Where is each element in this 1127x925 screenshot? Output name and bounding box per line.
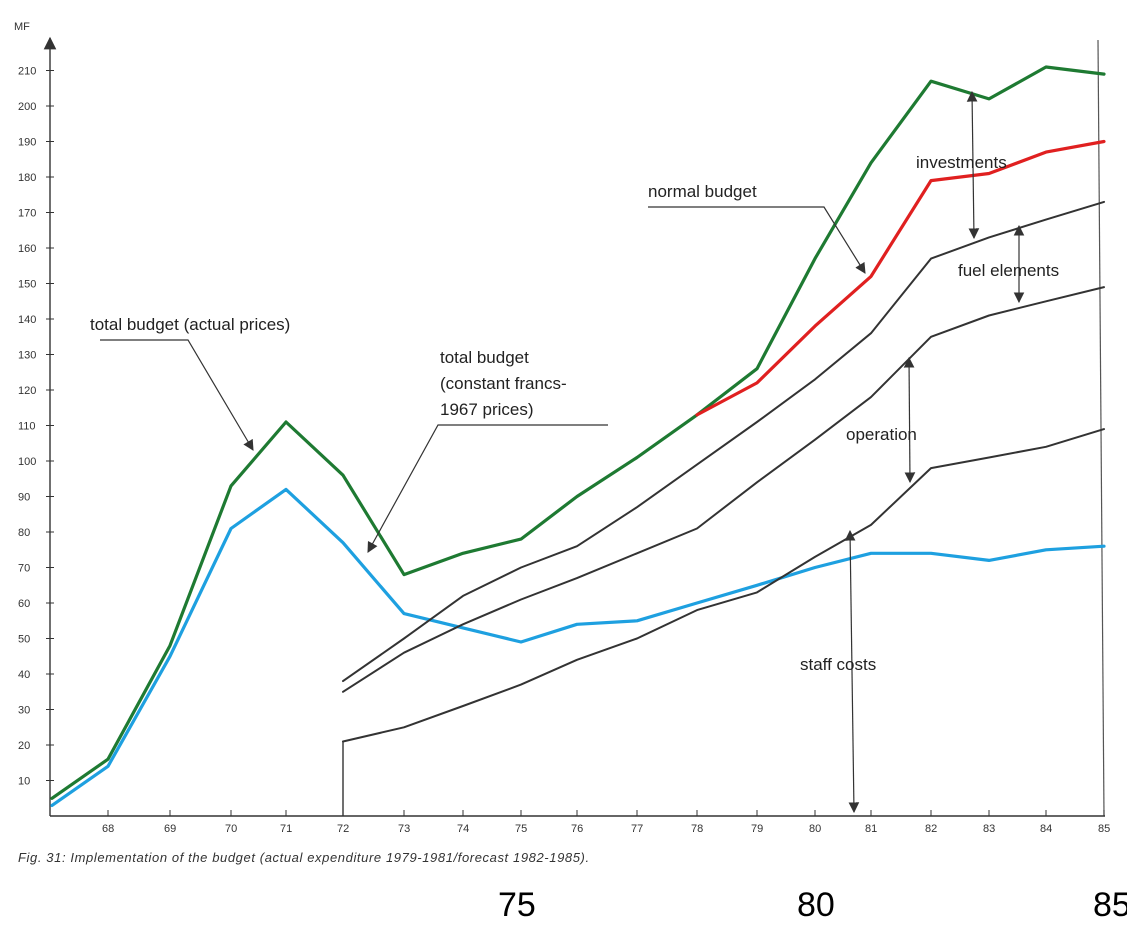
y-tick-label: 200: [18, 101, 36, 113]
y-tick-label: 20: [18, 740, 30, 752]
y-tick-label: 80: [18, 527, 30, 539]
series-line: [50, 65, 1106, 800]
y-tick-label: 210: [18, 66, 36, 78]
y-tick-label: 90: [18, 492, 30, 504]
x-axis-ticks: 68 69 70 71 72 73 74 75 76 77 78 79 80 81 82 83 84 85: [102, 741, 1110, 835]
x-tick-label: 77: [631, 823, 643, 835]
y-tick-label: 170: [18, 208, 36, 220]
series-line: [342, 200, 1105, 683]
y-tick-label: 150: [18, 279, 36, 291]
x-tick-label: 83: [983, 823, 995, 835]
label-operation: operation: [846, 425, 917, 444]
y-axis-ticks: 10 20 30 40 50 60 70 80 90 100 110 120 130 140 150 160 1…: [18, 66, 54, 788]
x-tick-label: 71: [280, 823, 292, 835]
y-tick-label: 120: [18, 385, 36, 397]
annotation-arrows: [100, 90, 1025, 814]
y-tick-label: 130: [18, 350, 36, 362]
series-line: [695, 139, 1106, 417]
x-tick-label: 85: [1098, 823, 1110, 835]
y-tick-label: 10: [18, 776, 30, 788]
x-tick-label: 70: [225, 823, 237, 835]
x-tick-label: 75: [515, 823, 527, 835]
label-fuel-elements: fuel elements: [958, 261, 1059, 280]
leader-total-budget-actual: [100, 339, 254, 451]
label-normal-budget: normal budget: [648, 182, 757, 201]
investments-span-arrow: [966, 90, 980, 240]
staff-costs-span-arrow: [844, 529, 860, 814]
annotation-labels: total budget (actual prices) total budget…: [90, 153, 1059, 674]
label-investments: investments: [916, 153, 1007, 172]
x-tick-label: 68: [102, 823, 114, 835]
bottom-label-75: 75: [498, 886, 536, 924]
y-tick-label: 160: [18, 243, 36, 255]
series-line: [342, 286, 1105, 693]
x-tick-label: 79: [751, 823, 763, 835]
x-tick-label: 80: [809, 823, 821, 835]
x-tick-label: 81: [865, 823, 877, 835]
operation-span-arrow: [903, 356, 916, 484]
series-line: [50, 487, 1106, 808]
series-line: [342, 428, 1105, 743]
axes: MF: [14, 21, 1105, 817]
x-tick-label: 72: [337, 823, 349, 835]
label-staff-costs: staff costs: [800, 655, 876, 674]
y-tick-label: 100: [18, 456, 36, 468]
x-tick-label: 73: [398, 823, 410, 835]
label-total-budget-line2: (constant francs-: [440, 374, 567, 393]
label-total-budget-line3: 1967 prices): [440, 400, 534, 419]
y-tick-label: 110: [18, 421, 36, 433]
y-tick-label: 190: [18, 137, 36, 149]
y-tick-label: 40: [18, 669, 30, 681]
leader-normal-budget: [648, 206, 866, 274]
label-total-budget-line1: total budget: [440, 348, 529, 367]
right-frame-line: [1097, 39, 1105, 817]
y-tick-label: 30: [18, 705, 30, 717]
y-tick-label: 180: [18, 172, 36, 184]
x-tick-label: 84: [1040, 823, 1052, 835]
x-tick-label: 78: [691, 823, 703, 835]
y-tick-label: 140: [18, 314, 36, 326]
y-tick-label: 70: [18, 563, 30, 575]
x-tick-label: 76: [571, 823, 583, 835]
x-tick-label: 74: [457, 823, 469, 835]
series-lines: [50, 65, 1106, 808]
y-tick-label: 60: [18, 598, 30, 610]
bottom-label-80: 80: [797, 886, 835, 924]
label-total-budget-actual: total budget (actual prices): [90, 315, 290, 334]
leader-total-budget-constant: [367, 424, 608, 553]
figure-caption: Fig. 31: Implementation of the budget (a…: [18, 850, 590, 865]
y-tick-label: 50: [18, 634, 30, 646]
y-axis-label: MF: [14, 21, 30, 33]
x-tick-label: 69: [164, 823, 176, 835]
x-tick-label: 82: [925, 823, 937, 835]
bottom-label-85: 85: [1093, 886, 1127, 924]
